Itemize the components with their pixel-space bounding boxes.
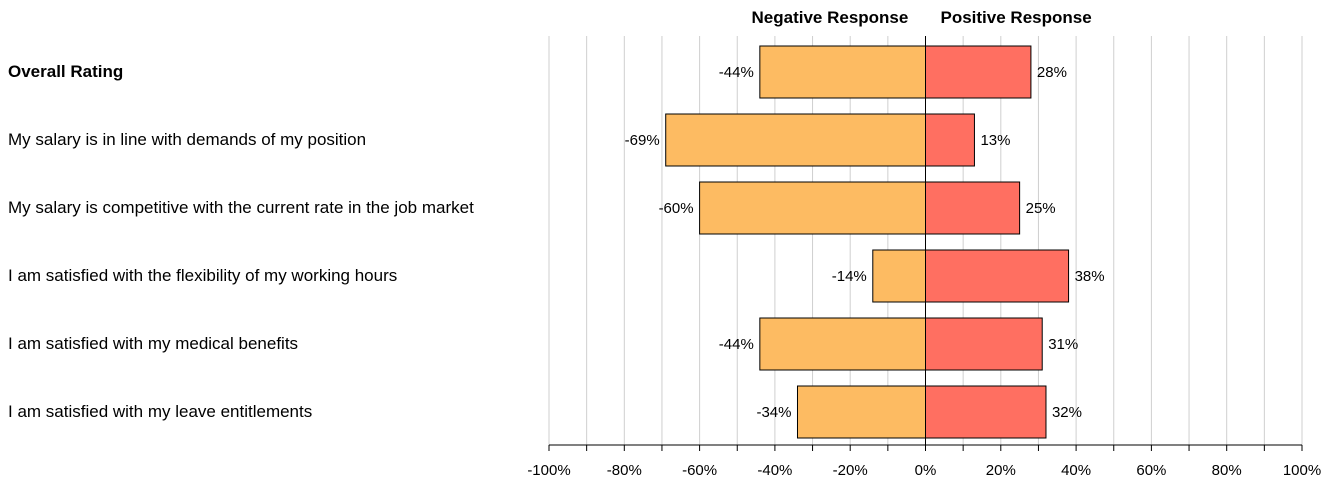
x-tick-label: -20%: [833, 462, 868, 479]
data-label: 25%: [1026, 200, 1056, 217]
category-label: My salary is in line with demands of my …: [8, 130, 367, 149]
data-label: -44%: [719, 64, 754, 81]
x-tick-label: 60%: [1136, 462, 1166, 479]
negative-bar: [872, 249, 926, 303]
positive-response-header: Positive Response: [940, 8, 1092, 27]
data-label: -14%: [832, 268, 867, 285]
x-tick-label: 40%: [1061, 462, 1091, 479]
x-tick-label: 20%: [986, 462, 1016, 479]
x-tick-label: -40%: [757, 462, 792, 479]
category-label: I am satisfied with my medical benefits: [8, 334, 299, 353]
positive-bar: [925, 385, 1047, 439]
negative-bar: [699, 181, 926, 235]
x-tick-label: 80%: [1212, 462, 1242, 479]
x-tick-label: -100%: [527, 462, 570, 479]
data-label: -69%: [625, 132, 660, 149]
category-label: I am satisfied with my leave entitlement…: [8, 402, 313, 421]
positive-bar: [925, 181, 1021, 235]
data-label: 38%: [1075, 268, 1105, 285]
negative-bar: [796, 385, 926, 439]
data-label: -60%: [659, 200, 694, 217]
negative-response-header: Negative Response: [751, 8, 909, 27]
positive-bar: [925, 317, 1043, 371]
category-label: My salary is competitive with the curren…: [8, 198, 474, 217]
negative-bar: [759, 45, 927, 99]
positive-bar: [925, 113, 975, 167]
data-label: -44%: [719, 336, 754, 353]
data-label: 32%: [1052, 404, 1082, 421]
category-label: I am satisfied with the flexibility of m…: [8, 266, 398, 285]
data-label: -34%: [756, 404, 791, 421]
x-tick-label: 0%: [915, 462, 937, 479]
category-label: Overall Rating: [8, 62, 124, 81]
x-tick-label: -60%: [682, 462, 717, 479]
data-label: 31%: [1048, 336, 1078, 353]
positive-bar: [925, 249, 1070, 303]
negative-bar: [665, 113, 927, 167]
negative-bar: [759, 317, 927, 371]
x-tick-label: 100%: [1283, 462, 1321, 479]
positive-bar: [925, 45, 1032, 99]
data-label: 28%: [1037, 64, 1067, 81]
x-tick-label: -80%: [607, 462, 642, 479]
data-label: 13%: [980, 132, 1010, 149]
